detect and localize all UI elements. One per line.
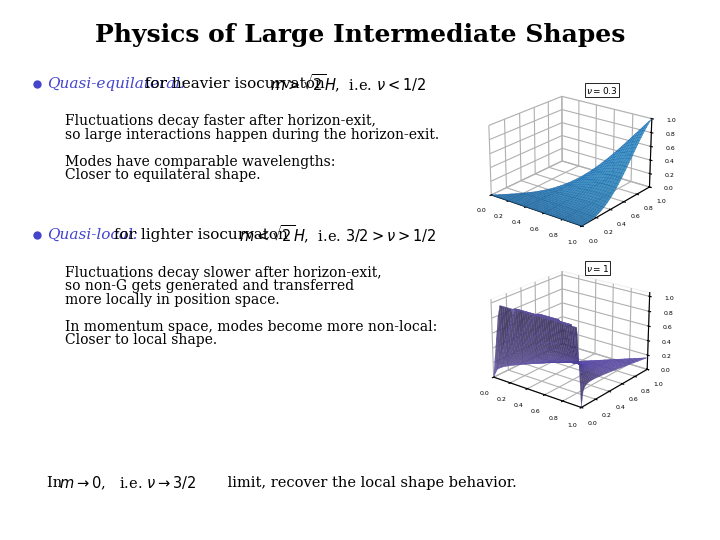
Text: for heavier isocurvaton: for heavier isocurvaton xyxy=(140,77,330,91)
Text: Closer to local shape.: Closer to local shape. xyxy=(65,333,217,347)
Text: so large interactions happen during the horizon-exit.: so large interactions happen during the … xyxy=(65,128,439,142)
Text: Closer to equilateral shape.: Closer to equilateral shape. xyxy=(65,168,261,183)
Text: $\nu=1$: $\nu=1$ xyxy=(586,263,609,274)
Text: In momentum space, modes become more non-local:: In momentum space, modes become more non… xyxy=(65,320,437,334)
Text: $m > \sqrt{2}H$,  i.e. $\nu < 1/2$: $m > \sqrt{2}H$, i.e. $\nu < 1/2$ xyxy=(270,72,426,95)
Text: $\nu=0.3$: $\nu=0.3$ xyxy=(586,85,618,96)
Text: Physics of Large Intermediate Shapes: Physics of Large Intermediate Shapes xyxy=(95,23,625,47)
Text: $m \to 0$,   i.e. $\nu \to 3/2$: $m \to 0$, i.e. $\nu \to 3/2$ xyxy=(59,475,196,492)
Text: Quasi-equilateral:: Quasi-equilateral: xyxy=(47,77,185,91)
Text: $m < \sqrt{2}H$,  i.e. $3/2 > \nu > 1/2$: $m < \sqrt{2}H$, i.e. $3/2 > \nu > 1/2$ xyxy=(238,224,436,246)
Text: limit, recover the local shape behavior.: limit, recover the local shape behavior. xyxy=(223,476,517,490)
Text: more locally in position space.: more locally in position space. xyxy=(65,293,279,307)
Text: Modes have comparable wavelengths:: Modes have comparable wavelengths: xyxy=(65,155,336,169)
Text: Fluctuations decay slower after horizon-exit,: Fluctuations decay slower after horizon-… xyxy=(65,266,382,280)
Text: Quasi-local:: Quasi-local: xyxy=(47,228,138,242)
Text: Fluctuations decay faster after horizon-exit,: Fluctuations decay faster after horizon-… xyxy=(65,114,376,129)
Text: In: In xyxy=(47,476,67,490)
Text: so non-G gets generated and transferred: so non-G gets generated and transferred xyxy=(65,279,354,293)
Text: for lighter isocurvaton: for lighter isocurvaton xyxy=(109,228,293,242)
